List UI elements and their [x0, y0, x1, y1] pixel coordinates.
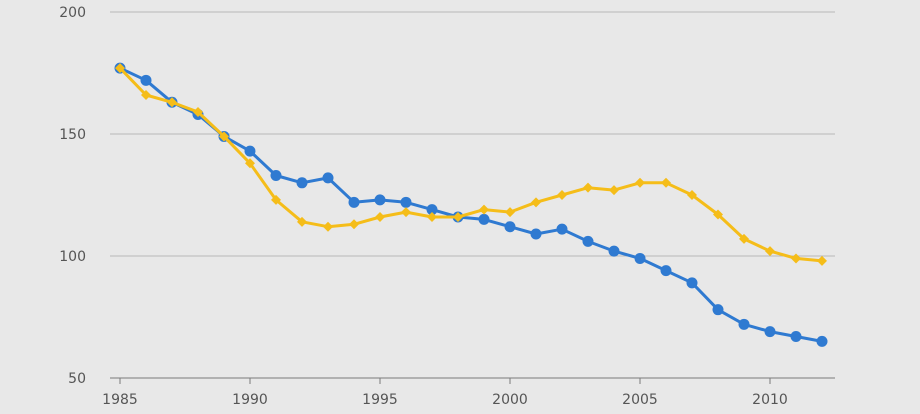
series-2-point [219, 131, 229, 142]
series-1-point [764, 326, 776, 338]
series-2-point [479, 204, 489, 215]
series-1 [114, 62, 828, 347]
series-1-point [530, 228, 542, 240]
x-tick-label: 2005 [622, 392, 658, 408]
x-tick-label: 2010 [752, 392, 788, 408]
y-tick-label: 100 [59, 249, 86, 265]
series-1-point [322, 172, 334, 184]
series-2-point [167, 97, 177, 108]
series-2-point [297, 216, 307, 227]
series-2-point [505, 207, 515, 218]
series-2-point [375, 211, 385, 222]
series-2-point [323, 221, 333, 232]
series-1-point [140, 74, 152, 86]
series-1-point [374, 194, 386, 206]
series-2 [115, 63, 827, 266]
series-2-point [427, 211, 437, 222]
series-1-point [400, 196, 412, 208]
gridlines [110, 11, 835, 257]
series-1-point [426, 204, 438, 216]
series-2-point [635, 177, 645, 188]
y-tick-label: 150 [59, 127, 86, 143]
x-axis [110, 377, 835, 384]
x-tick-label: 2000 [492, 392, 528, 408]
series-1-point [608, 245, 620, 257]
series-2-point [453, 211, 463, 222]
series-2-point [531, 197, 541, 208]
y-tick-label: 200 [59, 5, 86, 21]
series-2-point [713, 209, 723, 220]
series-2-point [557, 190, 567, 200]
series-1-point [270, 169, 282, 181]
series-2-point [765, 246, 775, 257]
series-2-point [791, 253, 801, 264]
y-tick-label: 50 [68, 371, 86, 387]
series-2-point [401, 207, 411, 218]
series-1-point [712, 304, 724, 316]
series-group [114, 62, 828, 347]
series-2-point [141, 89, 151, 100]
series-2-point [609, 185, 619, 196]
series-2-point [583, 182, 593, 193]
series-1-point [556, 223, 568, 235]
series-1-line [118, 66, 824, 343]
x-tick-label: 1995 [362, 392, 398, 408]
series-2-point [349, 219, 359, 230]
series-2-point [739, 233, 749, 244]
x-tick-labels: 1985 1990 1995 2000 2005 2010 [102, 392, 788, 408]
x-tick-label: 1985 [102, 392, 138, 408]
series-1-point [296, 177, 308, 189]
series-2-point [193, 107, 203, 118]
series-1-point [348, 196, 360, 208]
series-2-point [115, 63, 125, 74]
series-1-point [738, 318, 750, 330]
series-1-point [582, 235, 594, 247]
series-1-point [504, 221, 516, 233]
series-2-line [118, 66, 824, 263]
series-2-point [661, 177, 671, 188]
series-1-point [634, 252, 646, 264]
series-1-point [660, 265, 672, 277]
series-2-point [245, 158, 255, 169]
series-1-point [478, 213, 490, 225]
x-tick-label: 1990 [232, 392, 268, 408]
series-1-point [244, 145, 256, 157]
y-tick-labels: 200 150 100 50 [59, 5, 86, 387]
series-2-point [817, 255, 827, 266]
series-1-point [790, 331, 802, 343]
series-1-point [686, 277, 698, 289]
series-2-point [271, 194, 281, 205]
series-1-point [816, 335, 828, 347]
series-2-point [687, 190, 697, 200]
